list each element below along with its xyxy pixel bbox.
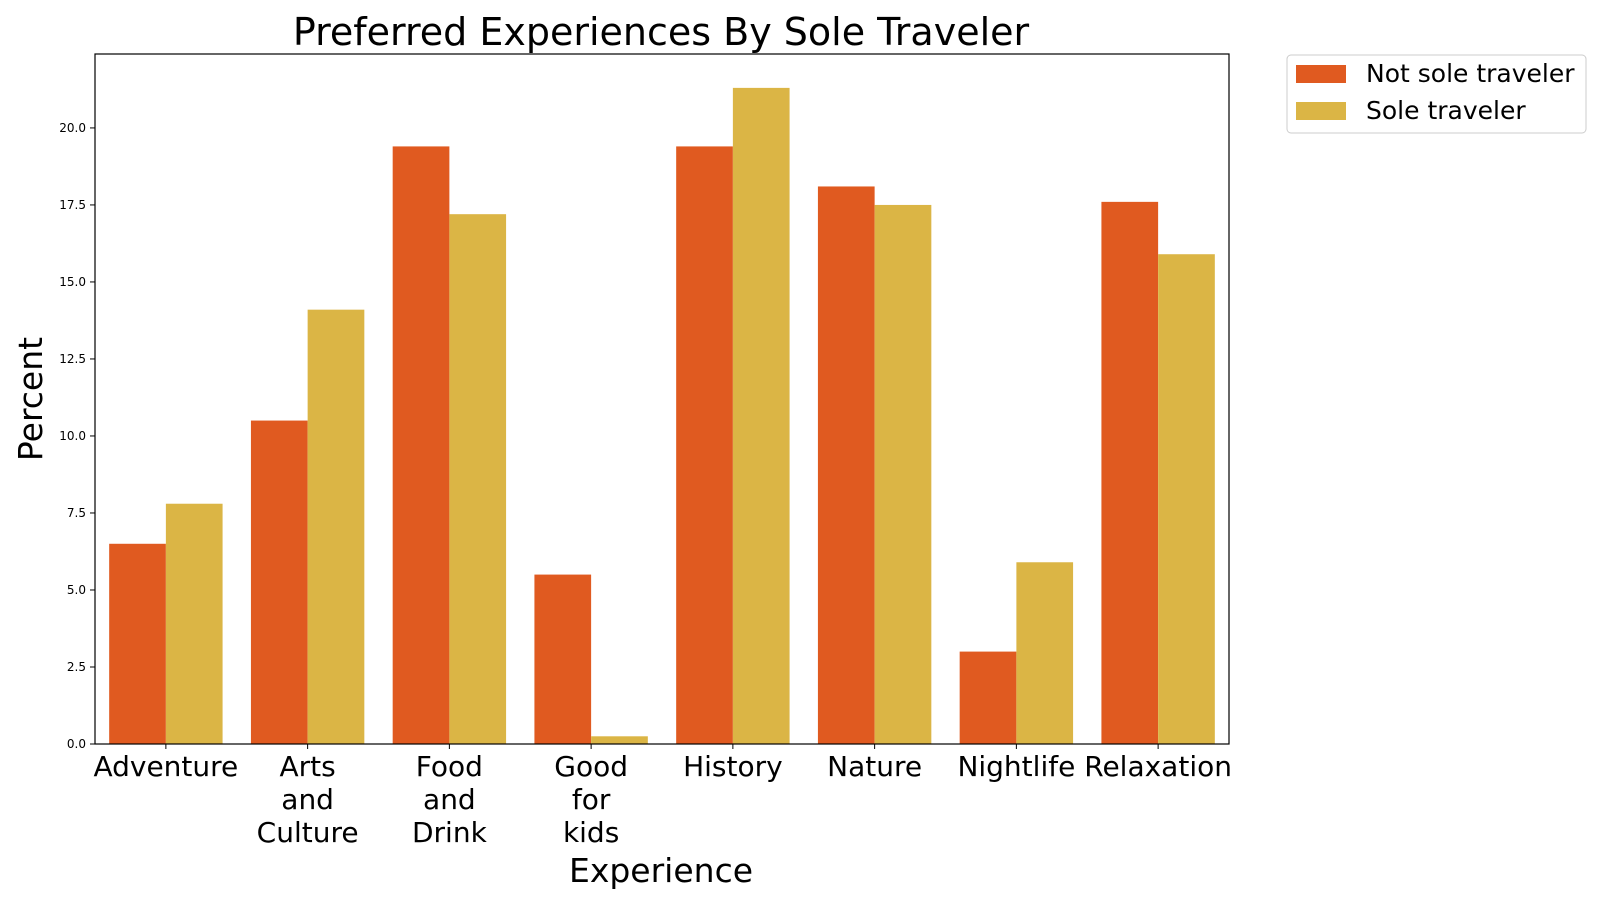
y-tick-label: 12.5 xyxy=(59,352,86,366)
bar-not-sole-traveler-adventure xyxy=(109,543,166,744)
y-tick-label: 15.0 xyxy=(59,275,86,289)
y-tick-label: 2.5 xyxy=(67,660,86,674)
legend-swatch-not-sole-traveler xyxy=(1296,65,1346,83)
x-axis: Adventure ArtsandCultureFoodandDrinkGoodf… xyxy=(93,744,1232,849)
legend-frame xyxy=(1286,54,1587,134)
bar-sole-traveler-nature xyxy=(874,204,932,744)
bar-not-sole-traveler-nature xyxy=(817,186,875,744)
y-tick-label: 0.0 xyxy=(67,737,86,751)
x-tick-label-history: History xyxy=(683,750,783,783)
x-tick-label-arts-and-culture: Arts xyxy=(280,750,336,783)
y-tick-label: 5.0 xyxy=(67,583,86,597)
y-tick-label: 17.5 xyxy=(59,198,86,212)
bar-sole-traveler-arts-and-culture xyxy=(307,309,365,744)
y-tick-label: 10.0 xyxy=(59,429,86,443)
bar-not-sole-traveler-relaxation xyxy=(1101,201,1159,745)
y-tick-label: 7.5 xyxy=(67,506,86,520)
chart-title: Preferred Experiences By Sole Traveler xyxy=(293,10,1030,54)
x-tick-label-good-for-kids: Good xyxy=(554,750,628,783)
x-axis-title: Experience xyxy=(569,851,753,890)
y-axis-title: Percent xyxy=(11,337,50,461)
bar-sole-traveler-history xyxy=(732,87,790,744)
x-tick-label-food-and-drink: Drink xyxy=(412,816,488,849)
y-axis: 0.0 2.5 5.0 7.5 10.0 12.5 15.0 17.5 20.0 xyxy=(59,121,95,751)
bars-group xyxy=(109,87,1215,745)
x-tick-label-good-for-kids: for xyxy=(572,783,611,816)
x-tick-label-good-for-kids: kids xyxy=(563,816,619,849)
legend: Not sole traveler Sole traveler xyxy=(1286,54,1587,134)
bar-not-sole-traveler-arts-and-culture xyxy=(250,420,308,744)
plot-area-frame xyxy=(94,53,1230,745)
legend-swatch-sole-traveler xyxy=(1296,102,1346,120)
bar-sole-traveler-nightlife xyxy=(1016,562,1074,744)
bar-not-sole-traveler-good-for-kids xyxy=(534,574,592,744)
bar-sole-traveler-relaxation xyxy=(1158,254,1215,744)
bar-sole-traveler-food-and-drink xyxy=(449,214,507,744)
bar-not-sole-traveler-nightlife xyxy=(959,651,1017,744)
x-tick-label-food-and-drink: Food xyxy=(416,750,483,783)
x-tick-label-arts-and-culture: Culture xyxy=(257,816,359,849)
x-tick-label-arts-and-culture: and xyxy=(281,783,334,816)
bar-not-sole-traveler-food-and-drink xyxy=(392,146,450,744)
legend-label-not-sole-traveler: Not sole traveler xyxy=(1366,59,1575,88)
x-tick-label-relaxation: Relaxation xyxy=(1084,750,1232,783)
x-tick-label-nightlife: Nightlife xyxy=(957,750,1075,783)
x-tick-label-nature: Nature xyxy=(827,750,922,783)
x-tick-label-adventure: Adventure xyxy=(93,750,238,783)
bar-sole-traveler-adventure xyxy=(165,503,223,744)
bar-not-sole-traveler-history xyxy=(676,146,733,744)
y-tick-label: 20.0 xyxy=(59,121,86,135)
x-tick-label-food-and-drink: and xyxy=(423,783,476,816)
legend-label-sole-traveler: Sole traveler xyxy=(1366,96,1526,125)
bar-sole-traveler-good-for-kids xyxy=(591,736,648,744)
